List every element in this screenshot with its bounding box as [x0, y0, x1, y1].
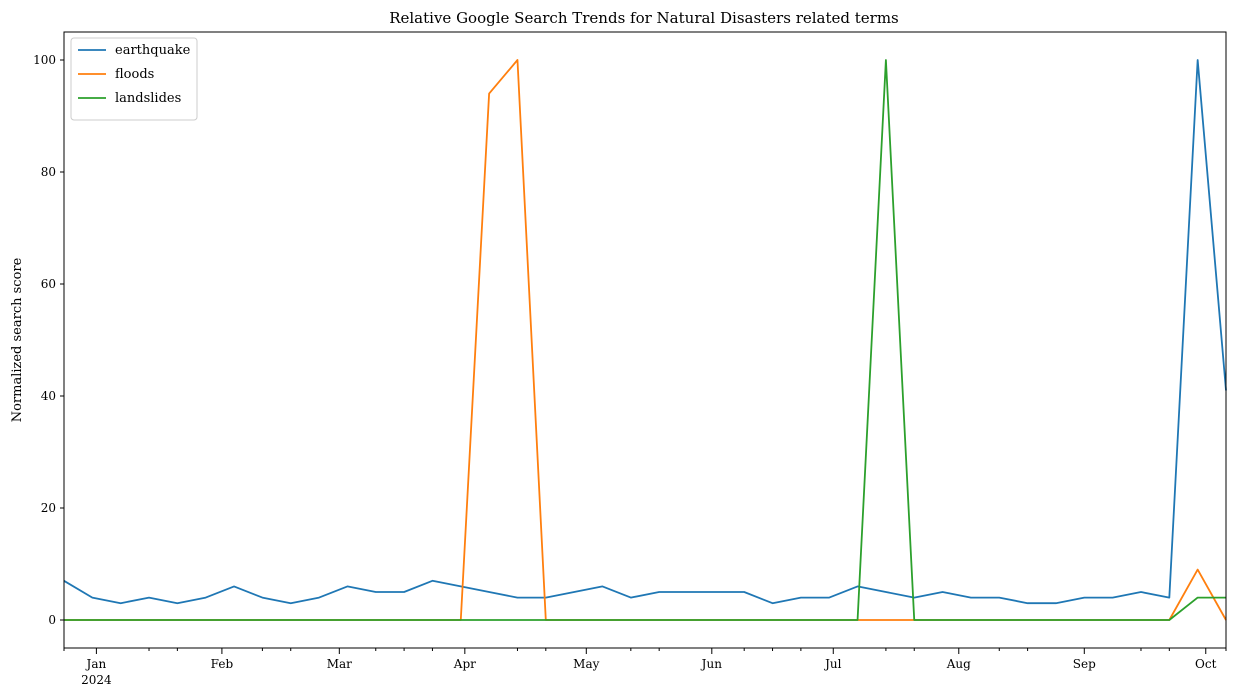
x-tick-label: Aug [946, 657, 971, 671]
x-tick-label: Oct [1195, 657, 1217, 671]
series-line-floods [64, 59, 1227, 621]
x-tick-year-label: 2024 [81, 673, 112, 687]
plot-frame [63, 31, 1227, 649]
legend: earthquake floods landslides [70, 37, 198, 121]
legend-label-earthquake: earthquake [115, 43, 191, 58]
series-line-landslides [64, 59, 1226, 621]
x-tick-label: Feb [211, 657, 234, 671]
x-tick-label: Jan [85, 657, 107, 671]
y-tick-label: 80 [41, 165, 56, 179]
y-tick-label: 40 [41, 389, 56, 403]
x-tick-label: Apr [453, 657, 476, 671]
y-tick-label: 100 [33, 53, 56, 67]
x-axis: Jan 2024 Feb Mar Apr May Jun Jul Aug Sep Oct [63, 648, 1227, 687]
y-axis-label: Normalized search score [10, 257, 25, 422]
legend-label-landslides: landslides [115, 91, 181, 106]
x-tick-label: May [573, 657, 599, 671]
y-tick-label: 0 [48, 613, 56, 627]
y-tick-label: 60 [41, 277, 56, 291]
x-tick-label: Mar [327, 657, 352, 671]
x-tick-label: Jul [823, 657, 842, 671]
plot-lines [63, 59, 1227, 621]
y-tick-label: 20 [41, 501, 56, 515]
series-line-earthquake [63, 59, 1227, 605]
y-axis: 0 20 40 60 80 100 [33, 53, 64, 627]
x-tick-label: Jun [700, 657, 723, 671]
chart-title: Relative Google Search Trends for Natura… [389, 9, 899, 27]
legend-box [70, 37, 198, 121]
x-tick-label: Sep [1073, 657, 1096, 671]
legend-label-floods: floods [115, 67, 154, 82]
